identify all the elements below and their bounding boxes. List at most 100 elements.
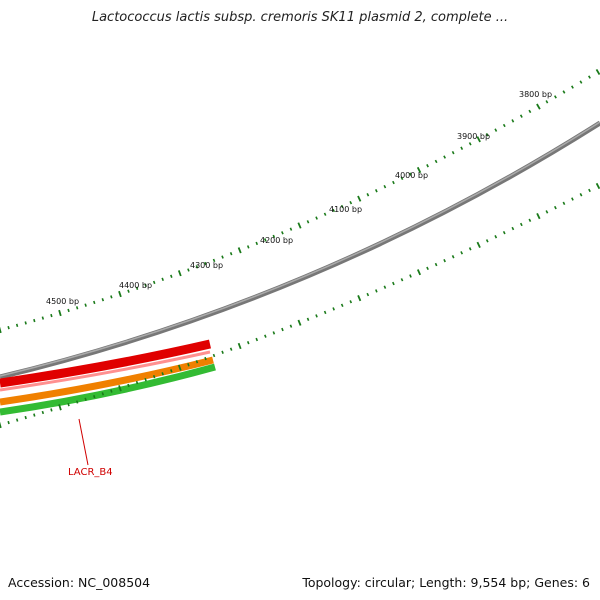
outer-tick-minor [152,280,156,285]
outer-tick-major [118,290,122,298]
outer-tick-minor [392,180,395,185]
outer-tick-minor [263,238,267,242]
inner-tick-minor [315,314,318,318]
inner-tick-minor [494,235,498,239]
outer-tick-minor [519,114,523,118]
map-title: Lactococcus lactis subsp. cremoris SK11 … [91,10,509,25]
outer-tick-minor [212,258,216,263]
inner-tick-major [595,182,600,190]
inner-tick-minor [588,188,591,193]
outer-tick-minor [24,321,27,325]
gene-feature-orange[interactable] [0,356,214,406]
inner-tick-major [536,213,541,220]
inner-tick-minor [323,310,327,315]
outer-tick-major [177,270,182,277]
inner-tick-major [177,364,182,371]
outer-tick-major [237,247,242,254]
outer-tick-minor [75,306,79,310]
inner-tick-minor [306,317,310,321]
outer-tick-major [357,195,362,202]
outer-tick-minor [246,245,250,249]
inner-tick-minor [15,418,19,422]
inner-tick-minor [195,360,199,364]
outer-tick-minor [366,193,370,197]
outer-tick-major [297,222,302,229]
outer-tick-minor [383,184,387,189]
outer-tick-minor [323,212,327,216]
outer-tick-minor [545,100,549,104]
outer-tick-minor [426,164,429,168]
outer-tick-minor [502,123,506,128]
outer-tick-minor [315,216,318,220]
outer-tick-minor [281,231,284,235]
inner-tick-minor [375,289,378,293]
inner-tick-minor [110,389,113,393]
inner-tick-major [237,342,242,350]
inner-tick-minor [135,380,139,385]
inner-tick-minor [33,413,36,417]
gene-label-leader [78,418,89,466]
inner-tick-minor [101,392,105,396]
inner-tick-minor [434,262,438,267]
inner-tick-minor [75,400,79,404]
inner-tick-minor [212,353,216,358]
inner-tick-minor [579,193,583,197]
inner-tick-minor [281,327,284,332]
scale-labels: 3800 bp 3900 bp 4000 bp 4100 bp 4200 bp 4300 … [46,90,552,306]
outer-tick-minor [255,241,259,246]
inner-tick-minor [485,239,489,243]
outer-tick-minor [50,313,53,318]
outer-tick-minor [15,323,19,328]
scale-label: 4200 bp [260,236,293,245]
inner-tick-minor [443,258,446,263]
outer-tick-minor [511,119,515,123]
outer-tick-minor [187,268,190,272]
backbone-arc-highlight [0,121,600,377]
outer-tick-major [416,166,422,174]
gene-feature-red[interactable] [0,339,212,388]
outer-tick-minor [579,80,583,84]
inner-tick-minor [255,337,259,342]
scale-label: 4000 bp [395,171,428,180]
inner-tick-minor [553,205,557,210]
outer-tick-minor [161,277,164,282]
outer-tick-minor [451,150,455,155]
outer-tick-minor [229,252,233,256]
inner-tick-minor [221,350,224,354]
outer-tick-major [0,326,2,334]
scale-label: 4100 bp [329,205,362,214]
gene-label-lacr-b4[interactable]: LACR_B4 [68,467,113,478]
scale-label: 4300 bp [190,261,223,270]
inner-tick-minor [340,303,344,308]
inner-tick-minor [400,278,404,282]
inner-tick-minor [571,197,574,201]
outer-tick-minor [485,133,489,137]
outer-tick-major [595,68,600,76]
outer-tick-minor [41,316,45,320]
inner-tick-minor [264,334,267,338]
scale-label: 4500 bp [46,297,79,306]
inner-tick-minor [528,218,532,222]
inner-tick-minor [50,408,53,412]
outer-tick-minor [170,274,173,278]
inner-tick-major [476,241,481,248]
gene-feature-green[interactable] [0,363,216,416]
outer-tick-minor [67,308,70,313]
inner-tick-minor [332,307,335,311]
inner-tick-minor [519,222,523,227]
gene-feature-red-shadow [0,350,211,392]
inner-tick-minor [67,402,70,407]
inner-tick-major [357,295,362,302]
inner-tick-minor [152,375,156,379]
outer-tick-minor [289,227,293,231]
inner-tick-minor [289,324,293,328]
outer-tick-minor [93,300,96,305]
inner-tick-minor [502,230,506,235]
outer-tick-minor [562,90,566,94]
outer-tick-minor [135,286,139,290]
outer-tick-minor [494,128,498,132]
scale-label: 3900 bp [457,132,490,141]
inner-tick-minor [41,410,45,415]
inner-tick-minor [84,397,87,401]
